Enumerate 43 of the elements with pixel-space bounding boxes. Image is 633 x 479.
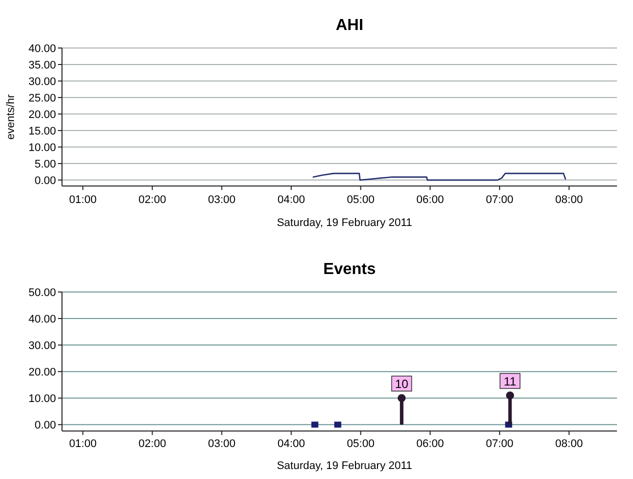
y-axis-title: events/hr bbox=[5, 94, 17, 140]
y-tick-label: 25.00 bbox=[28, 92, 56, 105]
x-tick-label: 01:00 bbox=[69, 194, 97, 206]
x-tick-label: 04:00 bbox=[277, 438, 305, 450]
x-tick-label: 05:00 bbox=[346, 438, 374, 450]
x-tick-label: 02:00 bbox=[138, 194, 166, 206]
y-tick-label: 0.00 bbox=[34, 420, 56, 432]
y-tick-label: 15.00 bbox=[28, 126, 56, 138]
x-axis-title: Saturday, 19 February 2011 bbox=[276, 217, 412, 229]
chart-title: AHI bbox=[336, 17, 364, 34]
x-tick-label: 08:00 bbox=[555, 438, 583, 450]
x-tick-label: 05:00 bbox=[346, 194, 374, 206]
y-tick-label: 50.00 bbox=[28, 287, 56, 299]
x-tick-label: 03:00 bbox=[208, 438, 236, 450]
chart-title: Events bbox=[323, 261, 376, 278]
y-tick-label: 30.00 bbox=[28, 340, 56, 352]
x-tick-label: 07:00 bbox=[486, 194, 514, 206]
x-tick-label: 02:00 bbox=[138, 438, 166, 450]
data-label: 11 bbox=[504, 374, 517, 388]
y-tick-label: 20.00 bbox=[28, 366, 56, 379]
x-tick-label: 01:00 bbox=[69, 438, 97, 450]
x-tick-label: 03:00 bbox=[208, 194, 236, 206]
line-series bbox=[312, 172, 566, 181]
x-tick-label: 06:00 bbox=[416, 438, 444, 450]
x-tick-label: 04:00 bbox=[277, 194, 305, 206]
y-tick-label: 5.00 bbox=[34, 158, 56, 171]
y-tick-label: 40.00 bbox=[28, 43, 56, 55]
y-tick-label: 10.00 bbox=[28, 393, 56, 406]
x-tick-label: 08:00 bbox=[555, 194, 583, 206]
x-tick-label: 07:00 bbox=[486, 438, 514, 450]
y-tick-label: 20.00 bbox=[28, 109, 56, 122]
x-axis-title: Saturday, 19 February 2011 bbox=[276, 460, 412, 472]
point bbox=[506, 391, 514, 400]
y-tick-label: 40.00 bbox=[28, 314, 56, 326]
point bbox=[311, 422, 318, 428]
data-label: 10 bbox=[394, 377, 409, 392]
x-tick-label: 06:00 bbox=[416, 194, 444, 206]
point bbox=[334, 422, 342, 428]
point bbox=[398, 394, 406, 402]
y-tick-label: 10.00 bbox=[28, 142, 56, 154]
y-tick-label: 0.00 bbox=[34, 175, 56, 188]
y-tick-label: 35.00 bbox=[28, 60, 56, 72]
y-tick-label: 30.00 bbox=[28, 76, 56, 88]
